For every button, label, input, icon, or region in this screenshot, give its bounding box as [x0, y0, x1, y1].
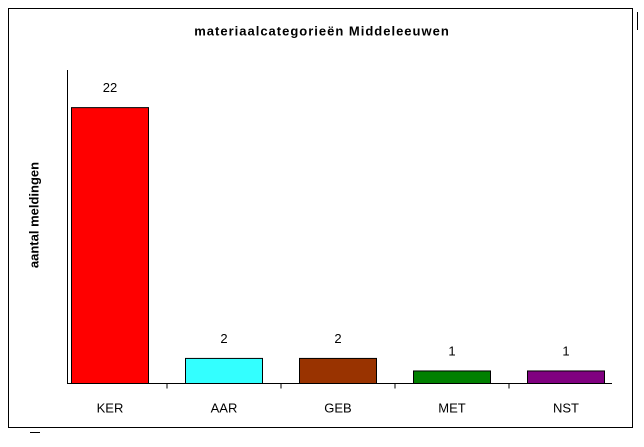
x-tick-label: AAR	[211, 400, 238, 415]
x-tick-label: MET	[438, 400, 466, 415]
bar	[299, 357, 377, 385]
data-label: 2	[220, 331, 227, 346]
data-label: 22	[103, 80, 117, 95]
data-label: 2	[334, 331, 341, 346]
x-tick-label: NST	[553, 400, 579, 415]
bar	[185, 357, 263, 385]
bar	[527, 370, 605, 384]
x-tick-label: GEB	[324, 400, 351, 415]
chart-border	[8, 8, 633, 428]
chart-title: materiaalcategorieën Middeleeuwen	[194, 23, 450, 38]
data-label: 1	[562, 343, 569, 358]
bar	[413, 370, 491, 384]
data-label: 1	[448, 343, 455, 358]
y-axis-label: aantal meldingen	[26, 162, 41, 268]
x-tick-label: KER	[97, 400, 124, 415]
bar	[71, 107, 149, 385]
